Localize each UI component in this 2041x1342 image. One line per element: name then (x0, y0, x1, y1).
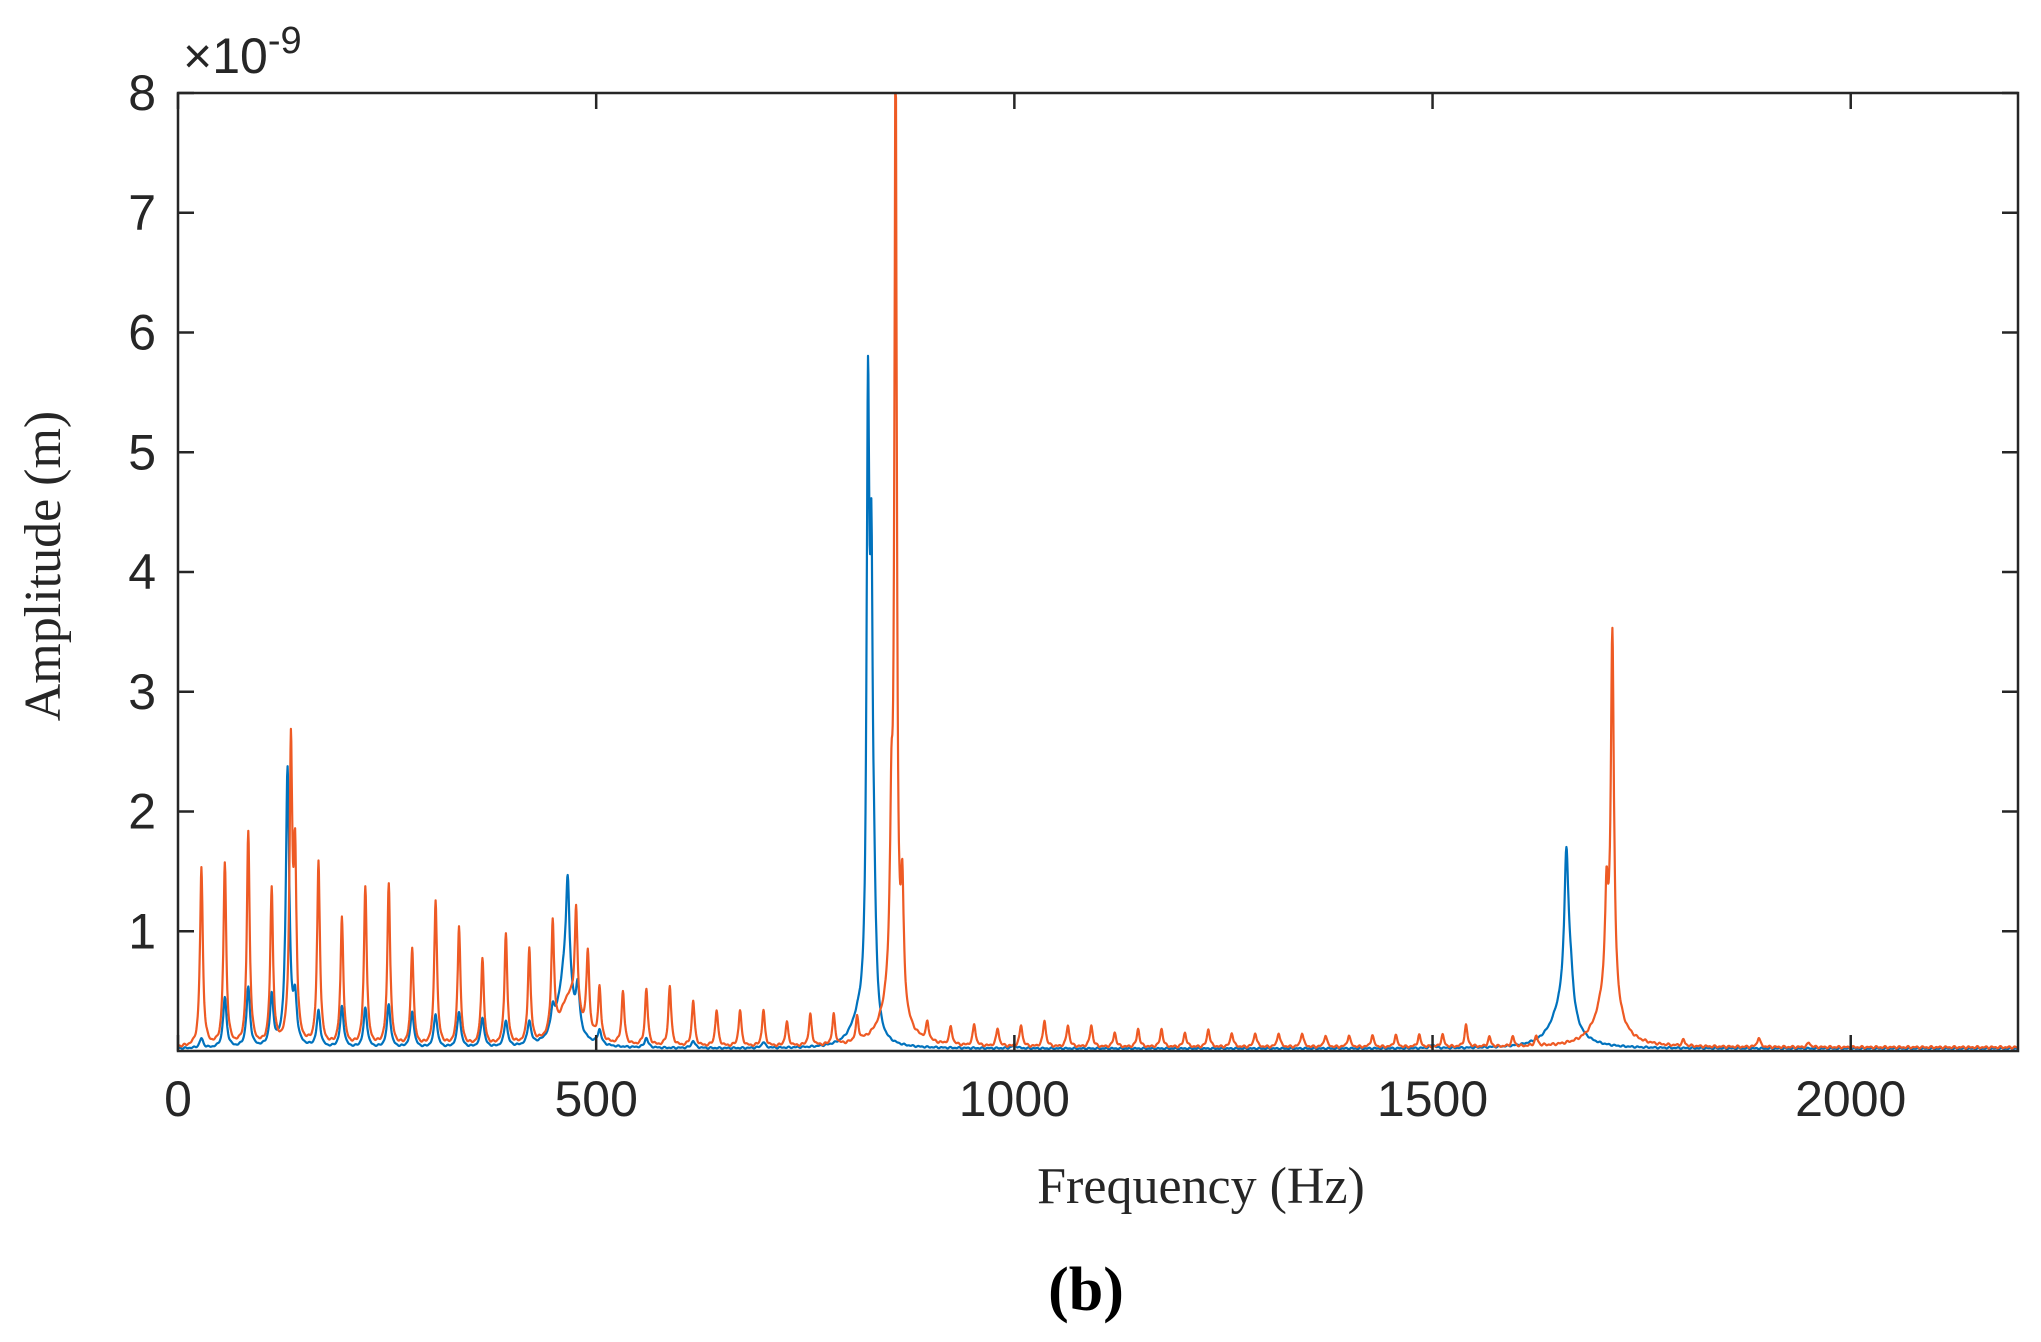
ticks-layer (176, 91, 2018, 1051)
tick-labels-layer: 0 500 1000 1500 2000 1 2 3 4 5 6 7 8 (128, 65, 1906, 1127)
y-tick-label: 5 (128, 424, 156, 480)
y-tick-label: 7 (128, 185, 156, 241)
x-tick-label: 2000 (1795, 1071, 1906, 1127)
figure-caption: (b) (1048, 1256, 1124, 1324)
y-tick-label: 2 (128, 784, 156, 840)
y-tick-label: 6 (128, 305, 156, 361)
y-tick-label: 8 (128, 65, 156, 121)
axes-box (176, 91, 2020, 1053)
y-multiplier: ×10-9 (183, 20, 302, 84)
x-tick-label: 0 (164, 1071, 192, 1127)
x-tick-label: 500 (554, 1071, 637, 1127)
y-tick-label: 4 (128, 544, 156, 600)
series-line-2 (177, 91, 2019, 1050)
y-tick-label: 3 (128, 664, 156, 720)
x-tick-label: 1500 (1377, 1071, 1488, 1127)
x-tick-label: 1000 (959, 1071, 1070, 1127)
y-tick-label: 1 (128, 903, 156, 959)
y-axis-label: Amplitude (m) (15, 411, 72, 722)
x-axis-label: Frequency (Hz) (1037, 1158, 1365, 1215)
series-layer (177, 91, 2019, 1051)
